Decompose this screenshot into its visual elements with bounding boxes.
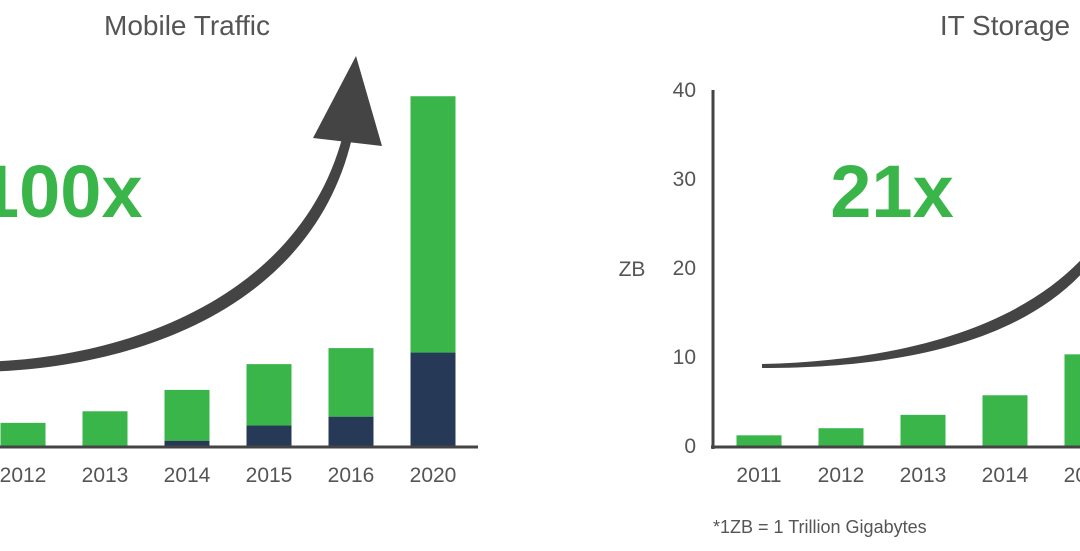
y-tick-0: 0 — [684, 435, 696, 458]
x-tick-2013: 2013 — [900, 464, 947, 487]
x-tick-2014: 2014 — [982, 464, 1029, 487]
bar-segment-2015-upper — [246, 364, 292, 426]
x-tick-2014: 2014 — [164, 464, 211, 487]
it-storage-multiplier: 21x — [830, 150, 953, 233]
x-tick-2016: 2016 — [328, 464, 375, 487]
it-storage-footnote: *1ZB = 1 Trillion Gigabytes — [713, 517, 927, 537]
growth-arrow-icon — [762, 260, 1080, 368]
bar-segment-2013-upper — [82, 411, 128, 446]
growth-arrow-icon — [0, 135, 352, 372]
mobile-traffic-multiplier: 100x — [0, 150, 143, 233]
x-tick-2012: 2012 — [818, 464, 865, 487]
bar-2011 — [736, 435, 782, 446]
bar-segment-2012-upper — [0, 422, 46, 446]
mobile-traffic-title: Mobile Traffic — [104, 10, 270, 41]
y-tick-30: 30 — [673, 168, 696, 191]
x-tick-2012: 2012 — [0, 464, 46, 487]
x-tick-2015: 2015 — [1064, 464, 1080, 487]
y-tick-20: 20 — [673, 257, 696, 280]
bar-2012 — [818, 428, 864, 446]
growth-arrowhead-icon — [313, 56, 382, 146]
bar-segment-2014-lower — [164, 440, 210, 446]
bar-segment-2020-upper — [410, 96, 456, 353]
y-tick-40: 40 — [673, 79, 696, 102]
x-tick-2015: 2015 — [246, 464, 293, 487]
y-tick-10: 10 — [673, 346, 696, 369]
bar-segment-2020-lower — [410, 352, 456, 446]
bar-segment-2016-upper — [328, 348, 374, 417]
it-storage-y-label: ZB — [619, 258, 646, 281]
x-tick-2020: 2020 — [410, 464, 457, 487]
it-storage-title: IT Storage — [940, 10, 1070, 41]
x-tick-2011: 2011 — [736, 464, 781, 487]
bar-2013 — [900, 414, 946, 446]
x-tick-2013: 2013 — [82, 464, 129, 487]
bar-segment-2014-upper — [164, 389, 210, 441]
bar-segment-2016-lower — [328, 416, 374, 446]
mobile-traffic-chart: Mobile Traffic 2011201220132014201520162… — [0, 10, 478, 487]
bar-2015 — [1064, 354, 1080, 446]
bar-2014 — [982, 395, 1028, 446]
bar-segment-2015-lower — [246, 425, 292, 446]
it-storage-chart: IT Storage ZB 0 10 20 30 40 2011 2012 2013 2014… — [619, 10, 1080, 537]
